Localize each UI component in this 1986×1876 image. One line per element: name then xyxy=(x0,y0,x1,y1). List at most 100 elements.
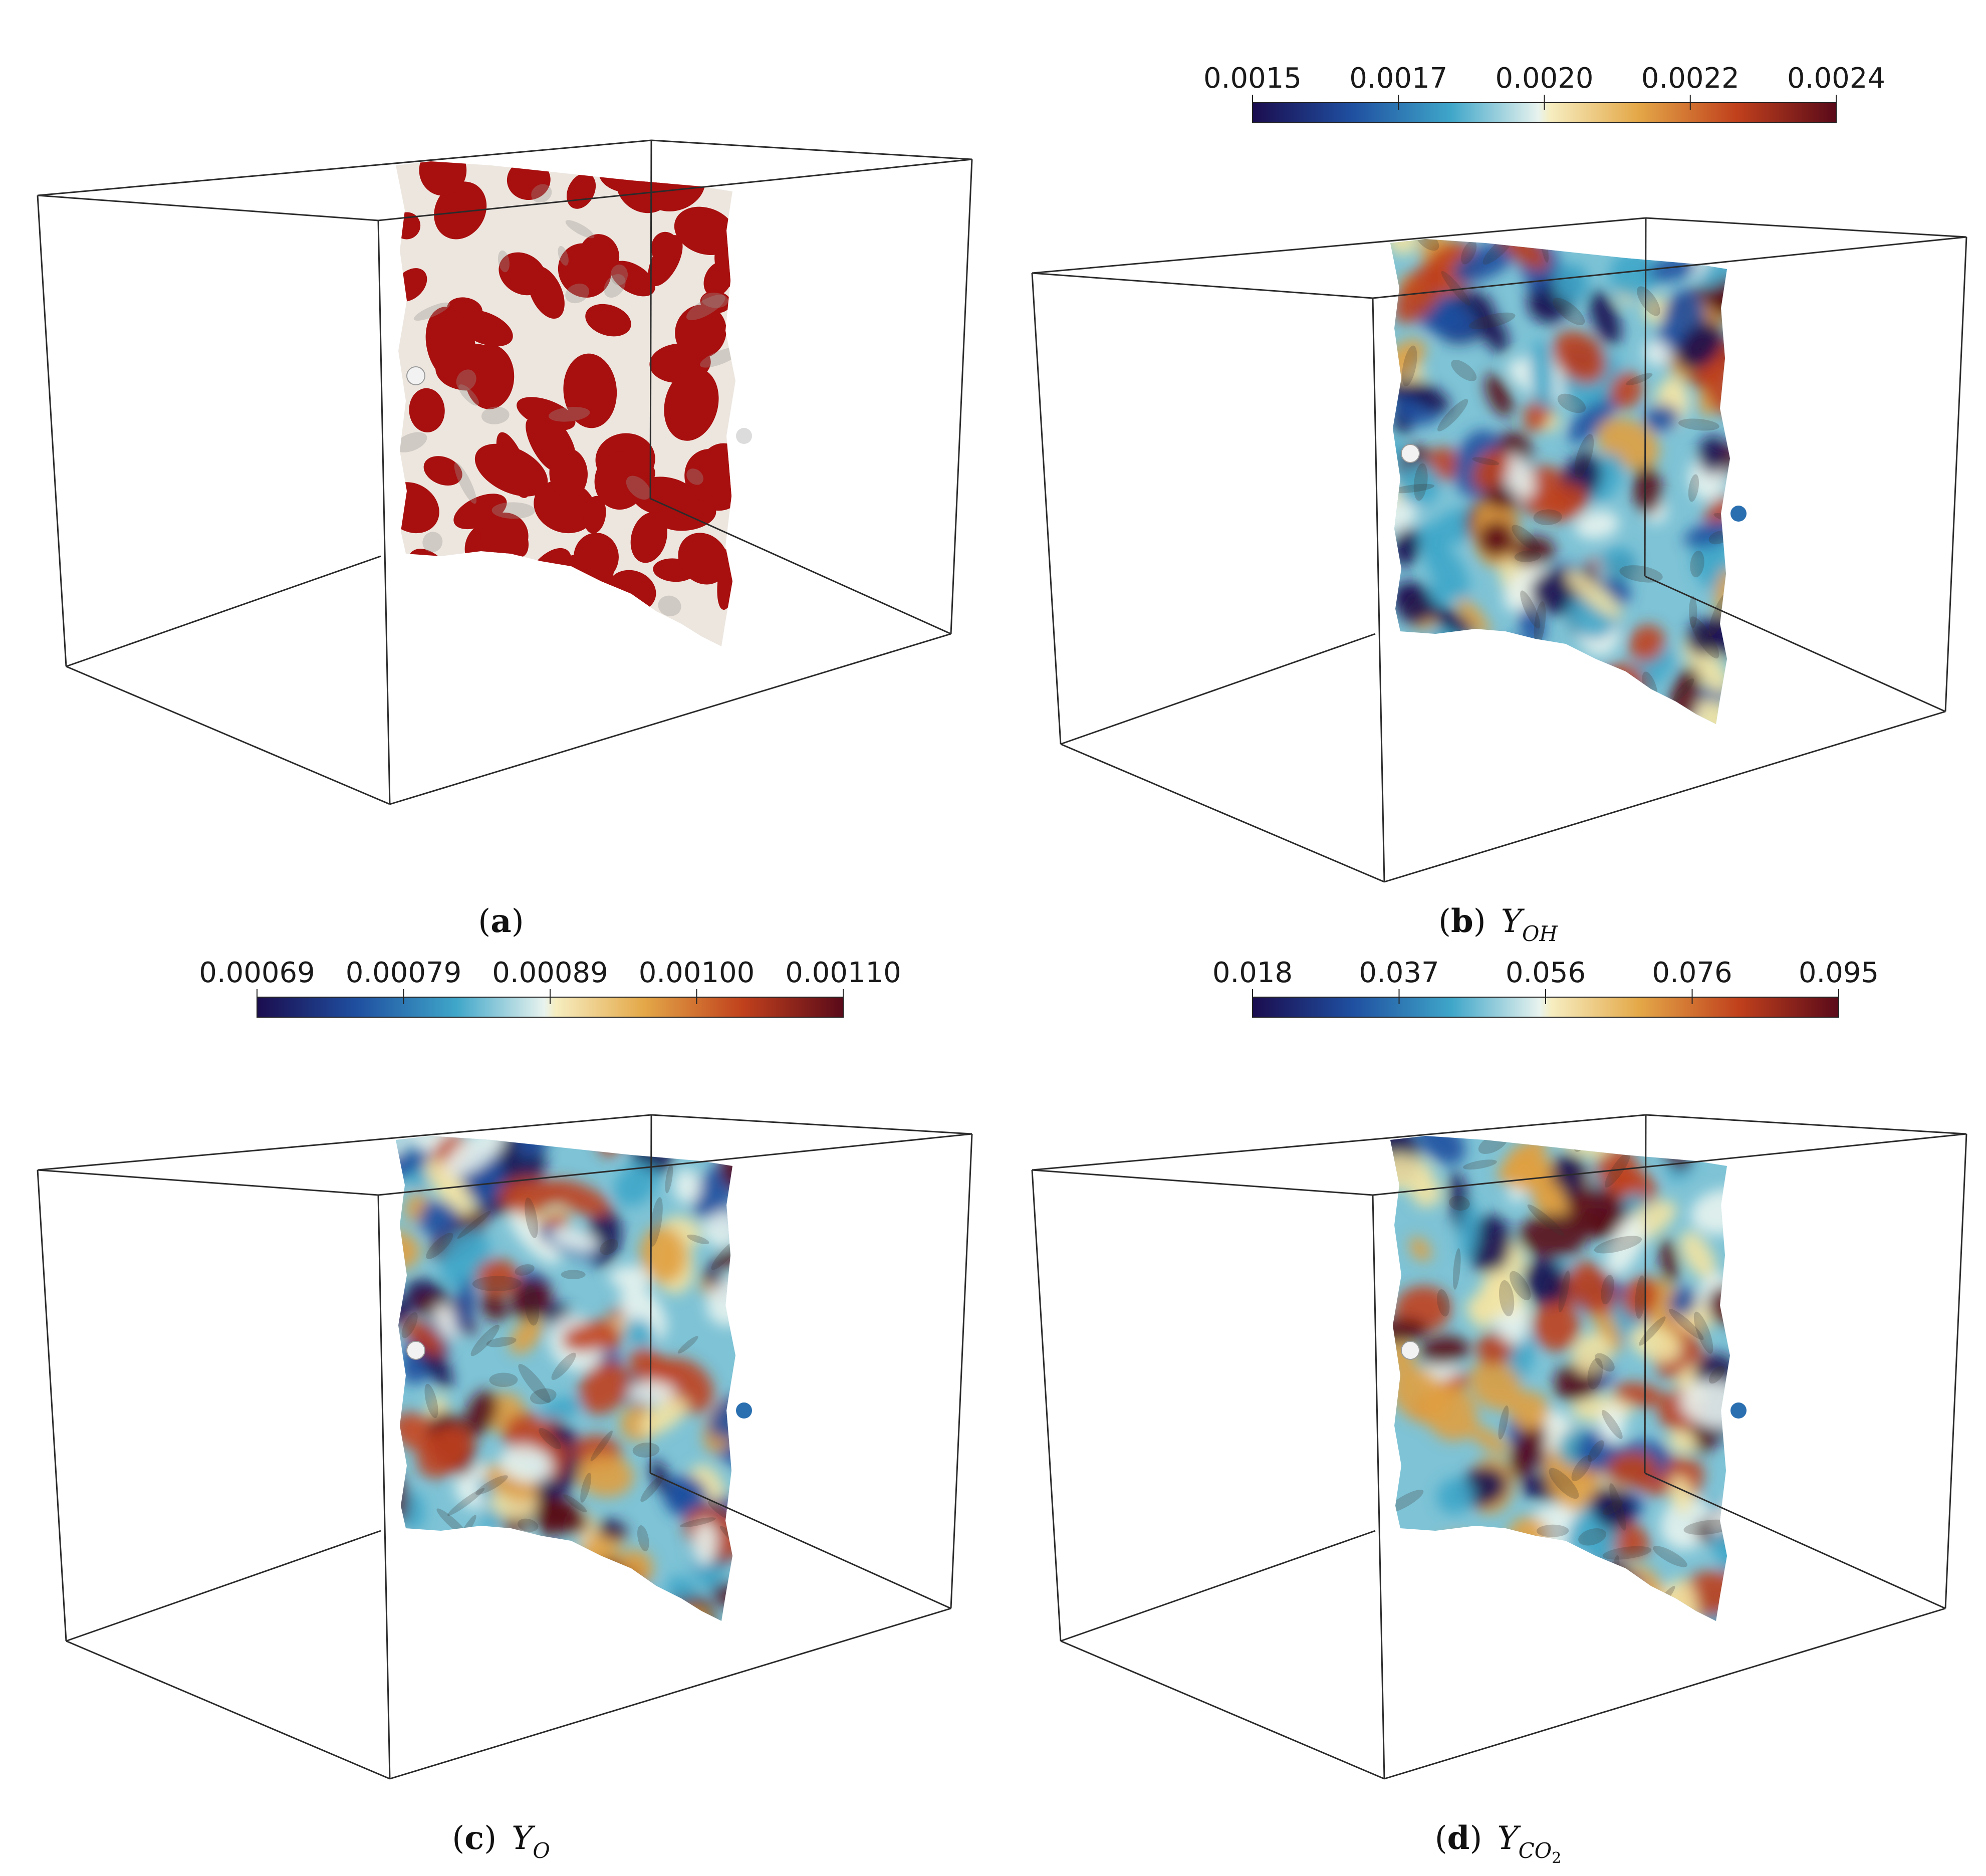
shade-streak xyxy=(626,476,651,500)
red-patch xyxy=(421,561,447,608)
shade-streak xyxy=(558,246,569,266)
shade-streak xyxy=(475,1475,508,1495)
box-edge xyxy=(37,195,67,667)
shade-streak xyxy=(1594,1236,1642,1254)
color-patch xyxy=(550,1227,599,1252)
shade-streak xyxy=(1693,1311,1713,1354)
color-patch xyxy=(1510,1422,1547,1479)
shade-streak xyxy=(1637,286,1660,316)
color-patch xyxy=(1430,605,1474,637)
box-edge xyxy=(66,665,390,805)
shade-streak xyxy=(1437,399,1468,431)
red-patch xyxy=(528,266,565,319)
box-edge xyxy=(66,1530,381,1642)
color-patch xyxy=(1698,435,1726,474)
caption-label: c xyxy=(464,1819,484,1857)
shade-streak xyxy=(545,1605,562,1621)
color-patch xyxy=(1416,1136,1465,1164)
color-patch xyxy=(609,1571,636,1600)
shade-streak xyxy=(1468,312,1516,330)
red-patch xyxy=(630,512,667,563)
shade-streak xyxy=(531,184,552,203)
color-patch xyxy=(1532,1301,1580,1352)
color-patch xyxy=(516,1583,540,1611)
shade-streak xyxy=(1601,680,1619,724)
shade-streak xyxy=(680,1517,716,1528)
shade-streak xyxy=(465,574,491,589)
box-edge xyxy=(389,633,951,805)
shade-streak xyxy=(1527,1204,1564,1236)
color-patch xyxy=(1390,1545,1424,1571)
box-edge xyxy=(1645,1114,1967,1135)
color-patch xyxy=(1401,671,1434,694)
color-patch xyxy=(1390,1317,1429,1343)
color-patch xyxy=(1570,1261,1615,1315)
color-patch xyxy=(1519,1213,1588,1258)
shade-streak xyxy=(590,1431,613,1462)
color-patch xyxy=(1519,606,1546,644)
color-patch xyxy=(548,1587,568,1621)
droplet xyxy=(1730,506,1747,522)
red-patch xyxy=(610,261,655,297)
color-patch xyxy=(480,1293,509,1321)
red-patch xyxy=(585,304,631,337)
shade-streak xyxy=(396,432,427,452)
shade-streak xyxy=(580,1473,592,1503)
color-patch xyxy=(1660,1237,1678,1284)
colorbar-tick-label: 0.0015 xyxy=(1203,62,1302,95)
red-patch xyxy=(583,496,606,534)
shade-streak xyxy=(1391,484,1435,494)
panel-a: (a) xyxy=(37,139,973,940)
red-patch xyxy=(409,388,445,432)
box-edge xyxy=(1372,1133,1967,1196)
color-patch xyxy=(1445,1574,1488,1621)
color-patch xyxy=(1581,667,1615,702)
color-patch xyxy=(1478,521,1515,557)
colorbar-tick-label: 0.0017 xyxy=(1349,62,1447,95)
box-edge xyxy=(1384,1607,1946,1780)
color-patch xyxy=(1436,1478,1475,1514)
shade-streak xyxy=(481,406,510,424)
shade-streak xyxy=(1635,1275,1646,1319)
droplet xyxy=(406,366,425,385)
red-patch xyxy=(703,261,733,297)
box-edge xyxy=(1032,217,1646,274)
shade-streak xyxy=(665,1163,673,1194)
domain-box xyxy=(1031,217,1967,883)
box-edge xyxy=(651,1114,972,1135)
shade-streak xyxy=(470,1547,493,1582)
color-patch xyxy=(1662,1578,1698,1621)
red-patch xyxy=(526,418,559,471)
color-patch xyxy=(1645,404,1680,432)
colorbar-tick-label: 0.00110 xyxy=(785,957,901,989)
red-patch xyxy=(563,353,617,428)
box-edge xyxy=(1644,217,1647,577)
shade-streak xyxy=(458,384,479,406)
shade-streak xyxy=(1533,509,1562,526)
red-patch xyxy=(464,344,515,409)
box-edge xyxy=(649,1114,652,1474)
color-patch xyxy=(1429,307,1459,333)
colorbar-tick-label: 0.00100 xyxy=(639,957,755,989)
color-patch xyxy=(396,1574,435,1607)
shade-streak xyxy=(1404,697,1422,722)
shade-streak xyxy=(516,1577,537,1598)
shade-streak xyxy=(422,532,443,553)
color-patch xyxy=(1452,242,1517,283)
shade-streak xyxy=(1608,1555,1620,1602)
shade-streak xyxy=(628,1136,655,1154)
shade-streak xyxy=(1463,1159,1497,1170)
colorbar-tick-label: 0.076 xyxy=(1652,957,1732,989)
red-patch xyxy=(678,533,728,585)
box-edge xyxy=(378,1133,972,1196)
caption-paren-open: ( xyxy=(1438,903,1451,940)
color-patch xyxy=(1606,1217,1645,1275)
box-edge xyxy=(1032,1169,1373,1196)
caption-variable: Y xyxy=(1497,1820,1521,1857)
red-patch xyxy=(573,533,619,582)
color-patch xyxy=(418,1201,459,1238)
shade-streak xyxy=(489,1372,518,1387)
color-patch xyxy=(1629,1325,1681,1362)
shade-streak xyxy=(1390,1489,1424,1513)
box-edge xyxy=(1372,298,1385,882)
